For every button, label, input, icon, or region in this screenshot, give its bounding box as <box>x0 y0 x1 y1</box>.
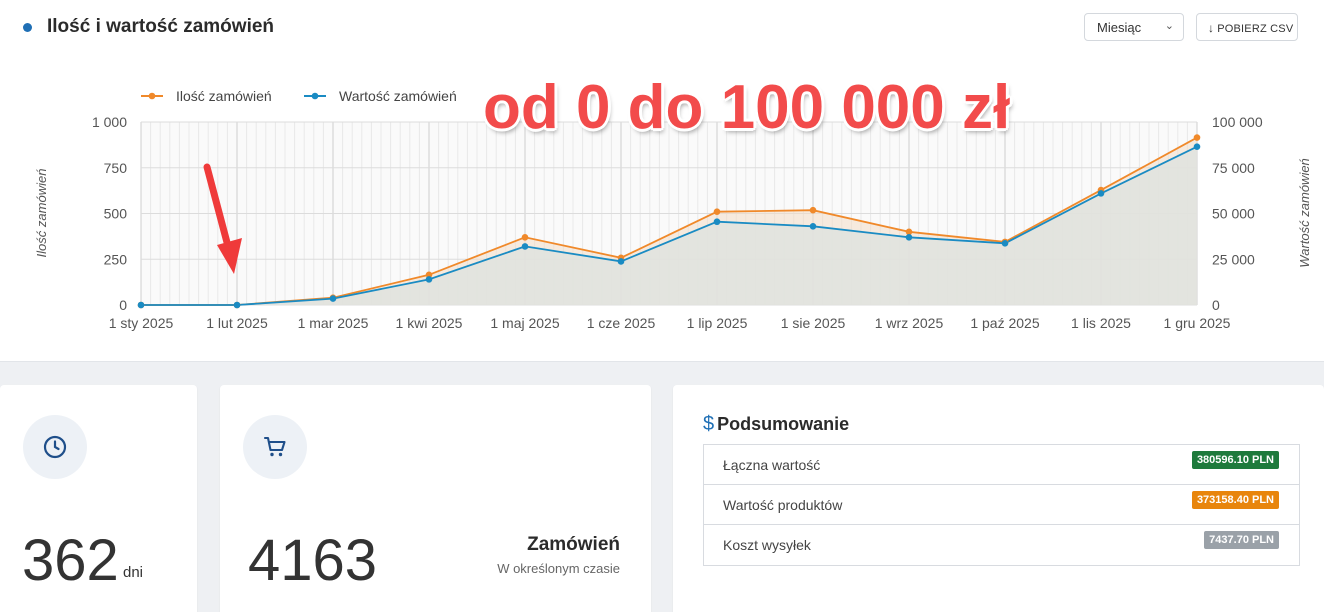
summary-title-text: Podsumowanie <box>717 414 850 434</box>
data-point-ilosc-zamowien <box>809 206 817 214</box>
clock-icon-wrapper <box>23 415 87 479</box>
orders-subtitle: W określonym czasie <box>497 561 620 576</box>
period-select[interactable]: Miesiąc ⌄ <box>1084 13 1184 41</box>
summary-row: Łączna wartość 380596.10 PLN <box>704 445 1299 485</box>
data-point-wartosc-zamowien <box>809 223 817 230</box>
download-csv-label: POBIERZ CSV <box>1217 23 1294 35</box>
days-value: 362 <box>22 528 119 593</box>
y-tick-label-right: 100 000 <box>1212 114 1263 130</box>
data-point-wartosc-zamowien <box>137 301 145 309</box>
days-unit: dni <box>123 564 144 581</box>
download-csv-button[interactable]: ↓ POBIERZ CSV <box>1196 13 1298 41</box>
y-tick-label-left: 0 <box>119 297 127 313</box>
chart-panel: Ilość i wartość zamówień Miesiąc ⌄ ↓ POBI… <box>0 0 1324 362</box>
x-tick-label: 1 lut 2025 <box>206 315 268 331</box>
x-tick-label: 1 sie 2025 <box>781 315 846 331</box>
y-axis-title-right: Wartość zamówień <box>1297 158 1312 268</box>
x-tick-label: 1 kwi 2025 <box>396 315 463 331</box>
cart-icon-wrapper <box>243 415 307 479</box>
data-point-wartosc-zamowien <box>1097 190 1105 197</box>
summary-row-label: Wartość produktów <box>723 497 843 513</box>
data-point-wartosc-zamowien <box>425 276 433 283</box>
y-tick-label-right: 25 000 <box>1212 251 1255 267</box>
y-tick-label-left: 500 <box>104 206 128 222</box>
orders-label: Zamówień <box>527 534 620 555</box>
y-axis-title-left: Ilość zamówień <box>34 169 49 258</box>
x-tick-label: 1 gru 2025 <box>1164 315 1231 331</box>
orders-chart: 1 sty 2025 1 lut 2025 1 mar 2025 1 kwi 2025… <box>34 88 1312 331</box>
days-card: 362 dni <box>0 385 197 612</box>
data-point-ilosc-zamowien <box>713 208 721 215</box>
data-point-ilosc-zamowien <box>1193 134 1201 141</box>
y-tick-label-right: 0 <box>1212 297 1220 313</box>
x-tick-label: 1 mar 2025 <box>298 315 369 331</box>
summary-title: $ Podsumowanie <box>703 413 849 436</box>
legend-label: Wartość zamówień <box>339 88 457 104</box>
y-tick-label-right: 50 000 <box>1212 206 1255 222</box>
data-point-ilosc-zamowien <box>425 271 433 279</box>
summary-row: Koszt wysyłek 7437.70 PLN <box>704 525 1299 565</box>
chevron-down-icon: ⌄ <box>1164 20 1174 32</box>
data-point-ilosc-zamowien <box>905 228 913 236</box>
x-tick-label: 1 paź 2025 <box>970 315 1039 331</box>
y-tick-label-left: 1 000 <box>92 114 127 130</box>
x-tick-label: 1 sty 2025 <box>109 315 174 331</box>
data-point-ilosc-zamowien <box>521 233 529 241</box>
x-tick-label: 1 lip 2025 <box>687 315 748 331</box>
period-select-value: Miesiąc <box>1097 20 1142 35</box>
dollar-icon: $ <box>703 413 715 435</box>
data-point-wartosc-zamowien <box>329 295 337 302</box>
legend-swatch-dot <box>311 92 319 100</box>
annotation-overlay-text: od 0 do 100 000 zł <box>483 73 1011 142</box>
annotation-arrow-head-icon <box>217 238 242 274</box>
series-line-wartosc-zamowien <box>141 145 1198 306</box>
download-arrow-icon: ↓ <box>1208 21 1215 35</box>
summary-card: $ Podsumowanie Łączna wartość 380596.10 P… <box>673 385 1324 612</box>
summary-row-badge: 373158.40 PLN <box>1191 491 1279 509</box>
x-tick-label: 1 wrz 2025 <box>875 315 944 331</box>
x-tick-label: 1 lis 2025 <box>1071 315 1131 331</box>
summary-row-label: Koszt wysyłek <box>723 537 811 553</box>
area-wartosc-zamowien <box>141 146 1197 305</box>
summary-table: Łączna wartość 380596.10 PLN Wartość pro… <box>703 444 1300 566</box>
legend-swatch-dot <box>148 92 156 100</box>
summary-row-badge: 7437.70 PLN <box>1204 531 1279 549</box>
x-tick-label: 1 maj 2025 <box>490 315 559 331</box>
data-point-wartosc-zamowien <box>713 218 721 226</box>
x-tick-label: 1 cze 2025 <box>587 315 656 331</box>
orders-card: 4163 Zamówień W określonym czasie <box>220 385 651 612</box>
y-tick-label-right: 75 000 <box>1212 160 1255 176</box>
y-tick-label-left: 250 <box>104 251 128 267</box>
clock-icon <box>43 435 67 459</box>
page-title: Ilość i wartość zamówień <box>47 16 275 37</box>
data-point-wartosc-zamowien <box>1193 143 1201 151</box>
cart-icon <box>263 436 286 457</box>
summary-row-label: Łączna wartość <box>723 457 821 473</box>
data-point-wartosc-zamowien <box>521 243 529 250</box>
title-dot-icon <box>23 23 32 32</box>
data-point-wartosc-zamowien <box>905 233 913 241</box>
data-point-wartosc-zamowien <box>617 258 625 265</box>
data-point-wartosc-zamowien <box>1001 240 1009 247</box>
annotation-arrow-shaft <box>203 163 233 254</box>
y-tick-label-left: 750 <box>104 160 128 176</box>
summary-row: Wartość produktów 373158.40 PLN <box>704 485 1299 525</box>
legend-label: Ilość zamówień <box>176 88 272 104</box>
summary-row-badge: 380596.10 PLN <box>1191 451 1279 469</box>
orders-value: 4163 <box>248 528 378 593</box>
data-point-wartosc-zamowien <box>233 301 241 309</box>
